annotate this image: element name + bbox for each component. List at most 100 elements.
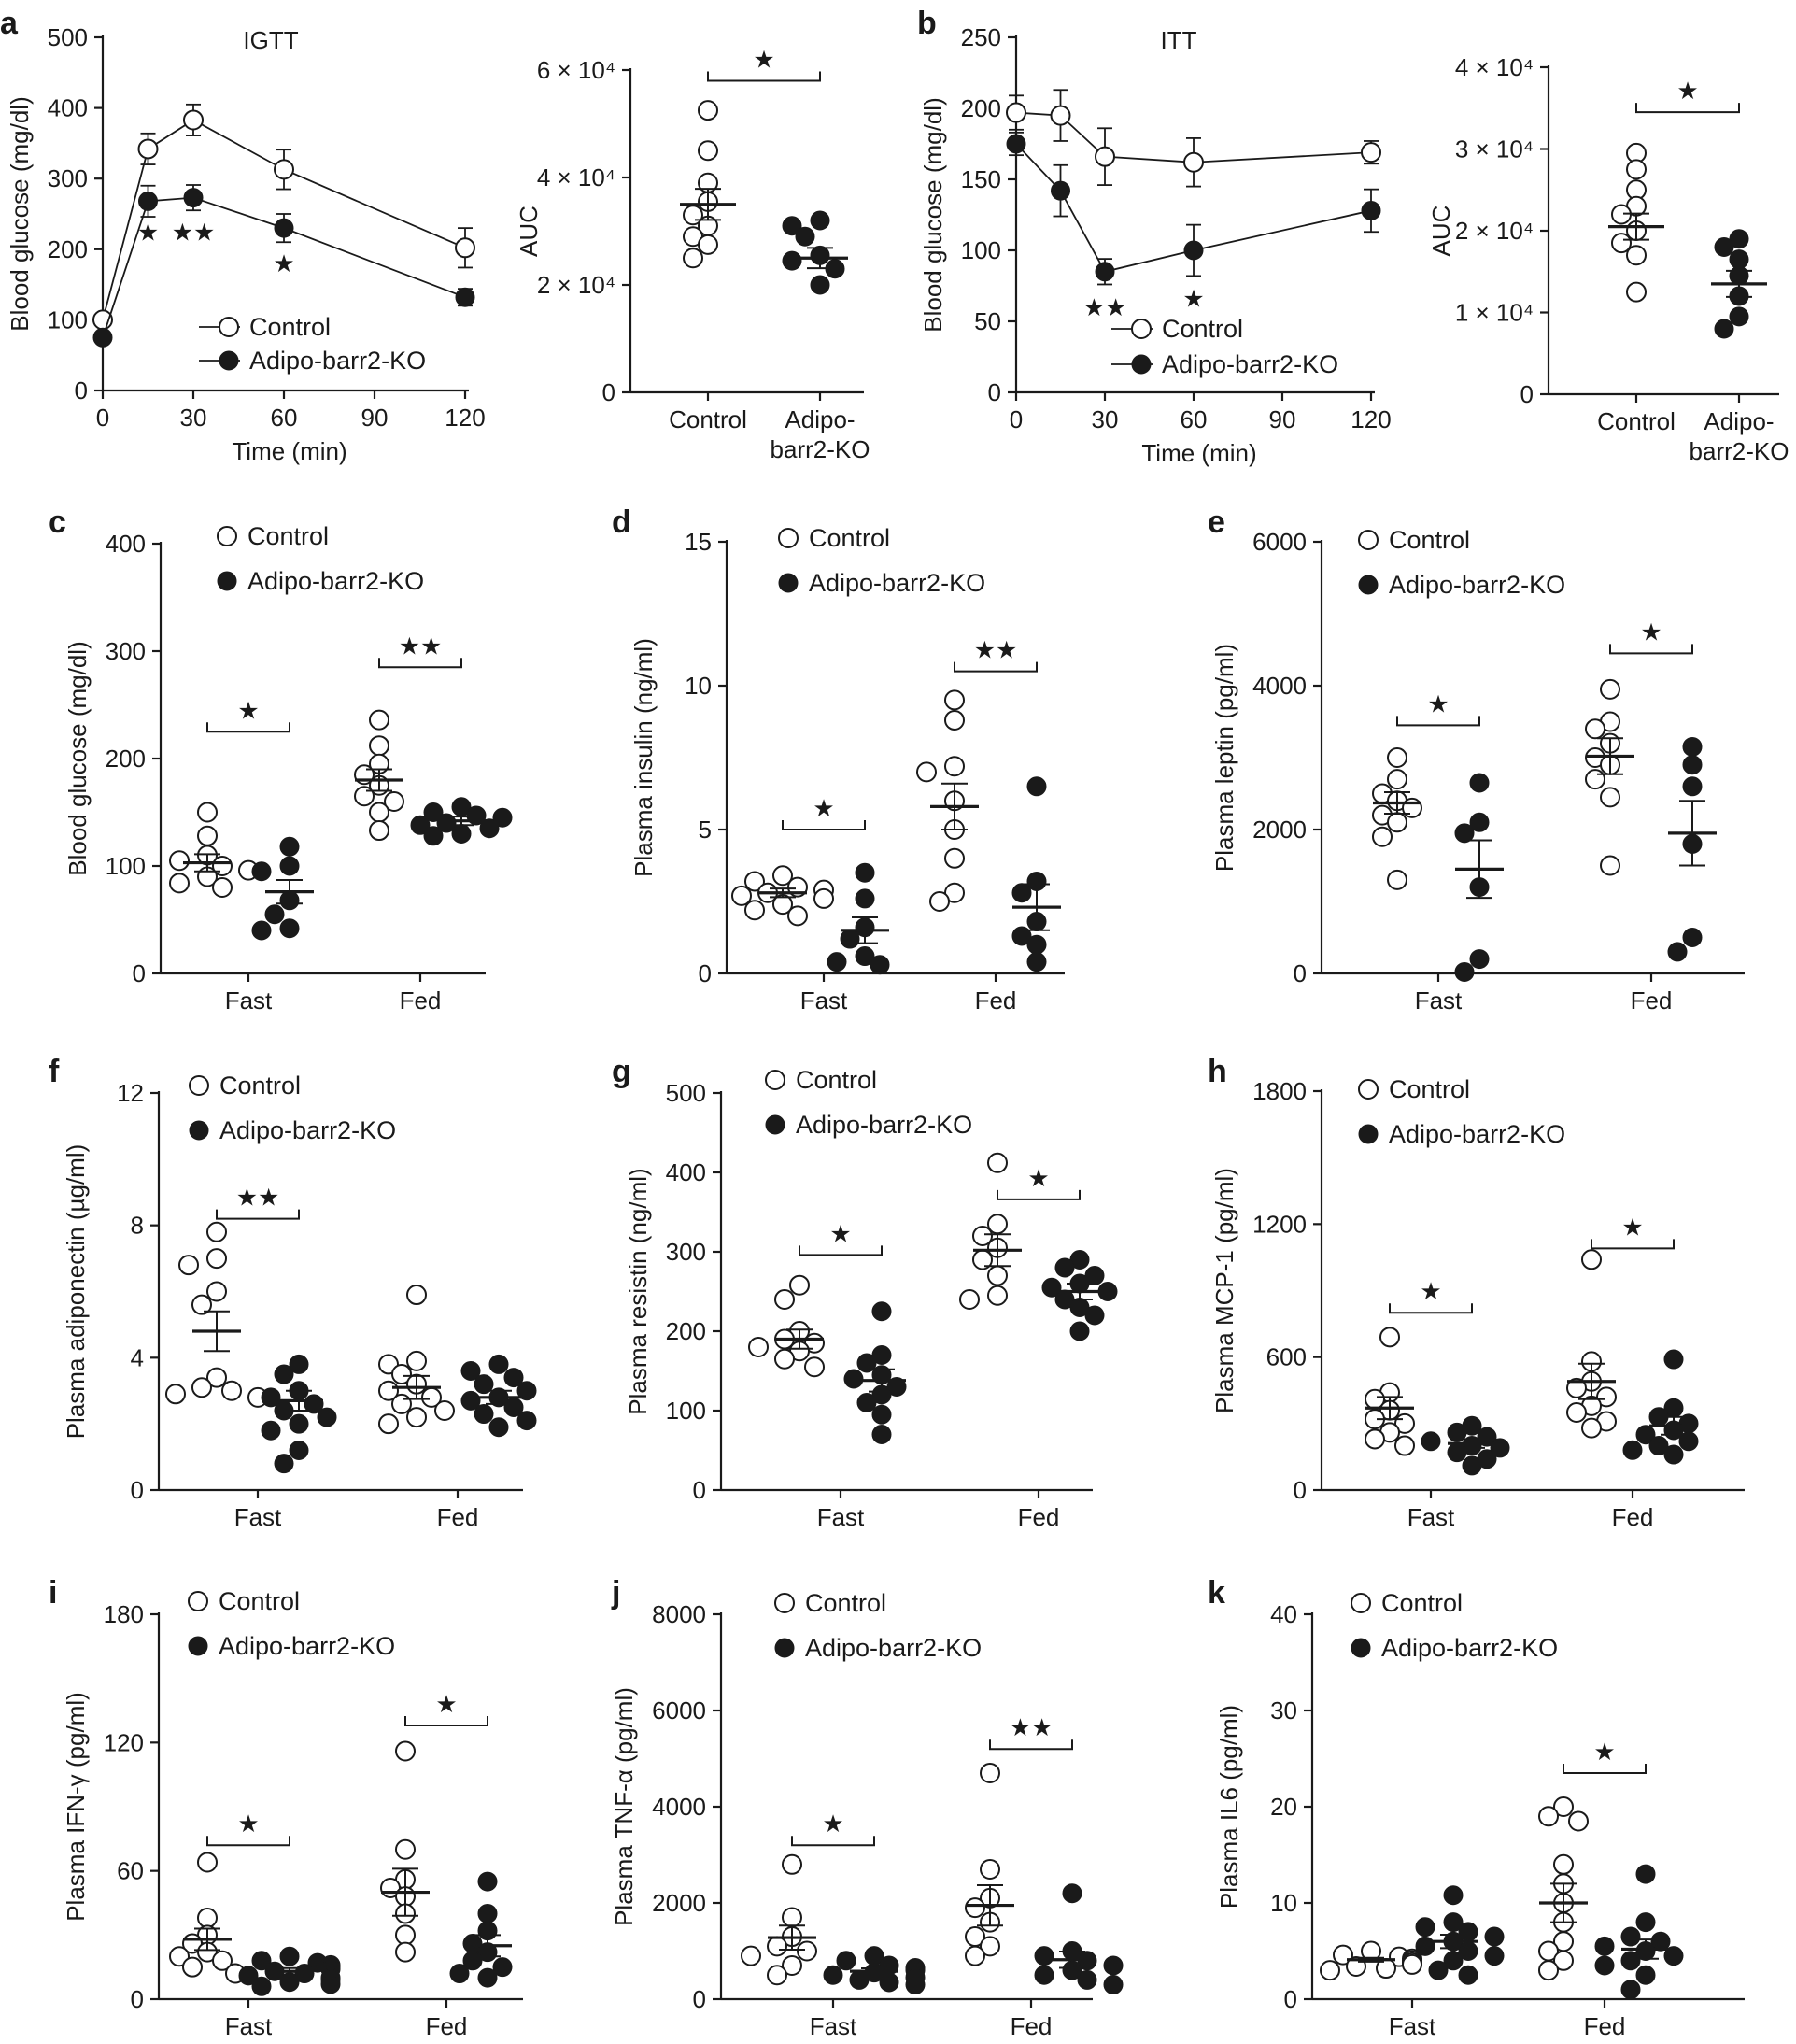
y-tick-label: 100 — [106, 852, 146, 880]
data-point — [813, 887, 834, 909]
significance-star: ★ — [1593, 1738, 1615, 1766]
significance-star: ★★ — [1010, 1713, 1054, 1741]
data-point — [870, 955, 890, 975]
data-point — [274, 1454, 294, 1474]
data-point — [1635, 1425, 1656, 1445]
data-point — [1421, 1431, 1441, 1452]
data-point — [856, 1393, 877, 1412]
legend-label-control: Control — [1389, 526, 1470, 554]
data-point — [197, 1908, 218, 1929]
data-point — [488, 1417, 509, 1438]
y-tick-label: 0 — [1520, 380, 1534, 408]
significance-star: ★ — [829, 1219, 851, 1247]
chart-a-auc: 0 2 × 10⁴ 4 × 10⁴ 6 × 10⁴ AUC Control Adipo-ba… — [515, 46, 870, 464]
chart-h: h 0 600 1200 1800 Plasma MCP-1 (pg/ml) Fast Fed… — [1208, 1054, 1745, 1531]
data-point — [1729, 306, 1749, 327]
y-tick-label: 0 — [693, 1476, 706, 1504]
x-tick-label: Adipo-barr2-KO — [771, 405, 870, 463]
data-point — [212, 1950, 233, 1971]
data-point — [840, 929, 860, 949]
data-point — [1034, 1965, 1054, 1985]
panel-letter: e — [1208, 504, 1225, 540]
data-point — [1538, 1960, 1559, 1981]
data-point — [980, 1762, 1000, 1783]
data-point — [516, 1411, 537, 1431]
data-point — [391, 1364, 412, 1385]
data-point — [744, 900, 765, 921]
data-point — [423, 802, 444, 822]
x-tick-label: 30 — [180, 404, 207, 432]
data-point — [264, 904, 285, 925]
legend-marker-control — [1351, 1593, 1371, 1613]
legend-label-control: Control — [796, 1066, 877, 1094]
significance-star: ★ — [753, 46, 774, 74]
data-point — [449, 1964, 470, 1984]
legend-label-control: Control — [219, 1587, 300, 1615]
data-point — [137, 138, 159, 160]
data-point — [1682, 755, 1703, 775]
x-tick-label-line: Fast — [1415, 987, 1463, 1015]
y-axis-label: Plasma insulin (ng/ml) — [629, 638, 658, 877]
data-point — [395, 1740, 416, 1762]
data-point — [855, 888, 875, 909]
data-point — [782, 1853, 802, 1875]
x-tick-label: Control — [669, 405, 747, 433]
significance-bracket — [1389, 1303, 1473, 1314]
data-point — [451, 824, 472, 844]
y-tick-label: 10 — [1270, 1889, 1297, 1917]
x-tick-label-line: Fed — [400, 987, 442, 1015]
significance-star: ★ — [435, 1690, 457, 1718]
data-point — [871, 1425, 892, 1444]
data-point — [1682, 776, 1703, 797]
chart-k: k 0 10 20 30 40 Plasma IL6 (pg/ml) Fast Fed ★ Cont… — [1208, 1575, 1745, 2040]
x-tick-label: Fed — [1631, 987, 1673, 1015]
data-point — [1626, 159, 1647, 180]
legend-label-ko: Adipo-barr2-KO — [249, 347, 426, 375]
x-tick-label-line: Fast — [225, 2012, 273, 2040]
significance-star: ★ — [1420, 1277, 1441, 1305]
y-tick-label: 1200 — [1252, 1210, 1307, 1238]
data-point — [165, 1384, 186, 1405]
data-point — [1650, 1931, 1671, 1952]
x-tick-label: Fed — [1612, 1503, 1654, 1531]
y-tick-label: 400 — [48, 94, 88, 122]
y-axis-label: Blood glucose (mg/dl) — [6, 96, 34, 331]
data-point — [944, 756, 965, 777]
data-point — [1415, 1917, 1435, 1938]
data-point — [178, 1255, 199, 1276]
data-point — [197, 802, 218, 823]
y-axis-label: Blood glucose (mg/dl) — [919, 97, 947, 332]
data-point — [1443, 1912, 1464, 1933]
x-tick-label-line: Fast — [817, 1503, 865, 1531]
legend-marker-ko — [189, 1120, 209, 1141]
x-tick-label: Fast — [225, 987, 273, 1015]
significance-star: ★ — [822, 1810, 843, 1838]
x-tick-label-line: Fed — [1584, 2012, 1626, 2040]
y-axis-label: AUC — [1427, 206, 1455, 257]
data-point — [221, 1380, 242, 1401]
y-tick-label: 200 — [48, 235, 88, 263]
legend-marker-control — [765, 1070, 785, 1090]
significance-star: ★ — [1182, 285, 1204, 313]
data-point — [1050, 105, 1071, 126]
y-tick-label: 6000 — [1252, 528, 1307, 556]
y-tick-label: 4 — [131, 1343, 144, 1371]
data-point — [391, 1393, 412, 1414]
y-tick-label: 0 — [1294, 959, 1307, 987]
data-point — [1477, 1427, 1497, 1447]
y-tick-label: 6 × 10⁴ — [537, 56, 615, 84]
y-tick-label: 100 — [48, 305, 88, 334]
data-point — [1387, 747, 1407, 768]
panel-letter: d — [612, 504, 631, 540]
data-point — [274, 159, 294, 180]
data-point — [855, 862, 875, 883]
data-point — [698, 234, 718, 255]
data-point — [836, 1951, 856, 1971]
data-point — [503, 1368, 524, 1388]
data-point — [1594, 1955, 1615, 1976]
legend-marker-control — [188, 1591, 208, 1611]
data-point — [1026, 952, 1047, 972]
data-point — [856, 1353, 877, 1373]
y-tick-label: 50 — [974, 307, 1001, 335]
